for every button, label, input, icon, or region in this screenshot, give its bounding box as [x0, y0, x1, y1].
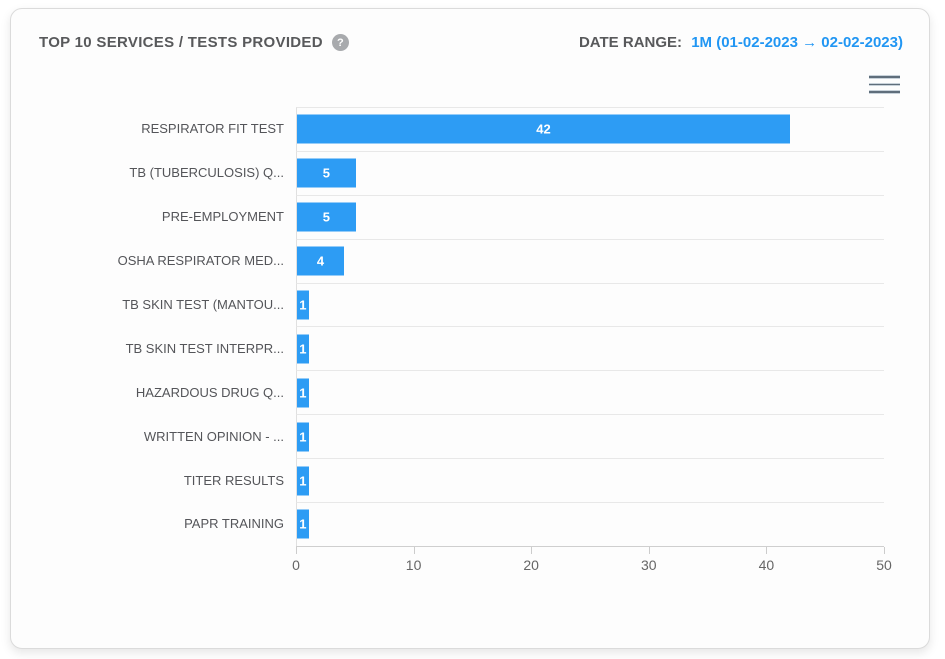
chart-row: WRITTEN OPINION - ... 1 — [11, 414, 929, 459]
x-axis-tick-label: 0 — [292, 556, 300, 573]
category-label: PAPR TRAINING — [184, 516, 284, 532]
chart-row: HAZARDOUS DRUG Q... 1 — [11, 370, 929, 415]
bar-value-label: 5 — [322, 209, 330, 225]
bar-value-label: 1 — [299, 385, 307, 401]
chart-row: TITER RESULTS 1 — [11, 458, 929, 503]
category-label: HAZARDOUS DRUG Q... — [135, 384, 284, 400]
x-axis-tick-label: 40 — [758, 556, 775, 573]
x-axis-tick-label: 50 — [876, 556, 892, 573]
plot-cell: 1 — [296, 458, 884, 503]
burger-line — [869, 90, 900, 94]
bar-value-label: 1 — [299, 341, 307, 357]
x-axis-tick — [766, 546, 768, 554]
bar-value-label: 4 — [316, 253, 325, 269]
category-label: PRE-EMPLOYMENT — [161, 209, 284, 225]
bar-value-label: 1 — [299, 429, 307, 445]
bar[interactable]: 1 — [297, 334, 309, 364]
bar-value-label: 42 — [536, 121, 551, 137]
category-label: WRITTEN OPINION - ... — [143, 428, 284, 444]
chart-row: PRE-EMPLOYMENT 5 — [11, 194, 929, 239]
bar-value-label: 1 — [299, 297, 307, 313]
date-range-value: 1M (01-02-2023 → 02-02-2023) — [691, 34, 903, 51]
category-label: RESPIRATOR FIT TEST — [141, 121, 284, 137]
x-axis-tick — [531, 546, 533, 554]
chart-row: TB (TUBERCULOSIS) Q... 5 — [11, 150, 929, 195]
chart-row: PAPR TRAINING 1 — [11, 502, 929, 546]
x-axis-tick-label: 30 — [641, 556, 657, 573]
x-axis-tick — [648, 546, 650, 554]
bar-chart: RESPIRATOR FIT TEST 42 TB (TUBERCULOSIS)… — [11, 107, 929, 582]
plot-cell: 5 — [296, 150, 884, 195]
bar[interactable]: 1 — [297, 422, 309, 452]
burger-line — [869, 75, 900, 79]
bar-value-label: 1 — [299, 516, 307, 532]
date-range: DATE RANGE: 1M (01-02-2023 → 02-02-2023) — [579, 34, 903, 51]
x-axis-tick-label: 20 — [523, 556, 539, 573]
bar-value-label: 5 — [322, 165, 330, 181]
plot-cell: 1 — [296, 326, 884, 371]
bar[interactable]: 1 — [297, 290, 309, 320]
x-axis-tick-label: 10 — [405, 556, 422, 573]
help-icon[interactable]: ? — [331, 34, 349, 51]
bar[interactable]: 42 — [297, 114, 791, 144]
burger-line — [869, 82, 900, 86]
category-label: TITER RESULTS — [183, 472, 284, 488]
bar-value-label: 1 — [299, 473, 307, 489]
category-label: TB (TUBERCULOSIS) Q... — [129, 165, 284, 181]
bar[interactable]: 5 — [297, 202, 356, 232]
category-label: TB SKIN TEST INTERPR... — [125, 340, 284, 356]
plot-cell: 4 — [296, 238, 884, 283]
bar[interactable]: 1 — [297, 466, 309, 496]
bar[interactable]: 5 — [297, 158, 356, 188]
card-title: TOP 10 SERVICES / TESTS PROVIDED — [39, 34, 323, 51]
card-header: TOP 10 SERVICES / TESTS PROVIDED ? DATE … — [11, 9, 929, 51]
chart-card: TOP 10 SERVICES / TESTS PROVIDED ? DATE … — [10, 8, 930, 649]
bar[interactable]: 1 — [297, 378, 309, 408]
chart-rows: RESPIRATOR FIT TEST 42 TB (TUBERCULOSIS)… — [11, 107, 929, 546]
category-label: OSHA RESPIRATOR MED... — [117, 253, 284, 269]
plot-cell: 1 — [296, 502, 884, 546]
plot-cell: 42 — [296, 107, 884, 151]
x-axis: 0 10 20 30 40 50 — [292, 545, 892, 582]
chart-row: TB SKIN TEST (MANTOU... 1 — [11, 282, 929, 327]
x-axis-tick — [413, 546, 415, 554]
plot-cell: 1 — [296, 370, 884, 415]
plot-cell: 1 — [296, 414, 884, 459]
bar[interactable]: 1 — [297, 509, 309, 539]
chart-row: RESPIRATOR FIT TEST 42 — [11, 107, 929, 151]
export-menu-icon[interactable] — [868, 70, 901, 99]
plot-cell: 1 — [296, 282, 884, 327]
bar[interactable]: 4 — [297, 246, 344, 276]
chart-row: OSHA RESPIRATOR MED... 4 — [11, 238, 929, 283]
plot-cell: 5 — [296, 194, 884, 239]
category-label: TB SKIN TEST (MANTOU... — [122, 297, 284, 312]
x-axis-tick — [296, 546, 297, 554]
x-axis-tick — [884, 546, 885, 554]
date-range-label: DATE RANGE: — [578, 34, 683, 51]
chart-row: TB SKIN TEST INTERPR... 1 — [11, 326, 929, 371]
